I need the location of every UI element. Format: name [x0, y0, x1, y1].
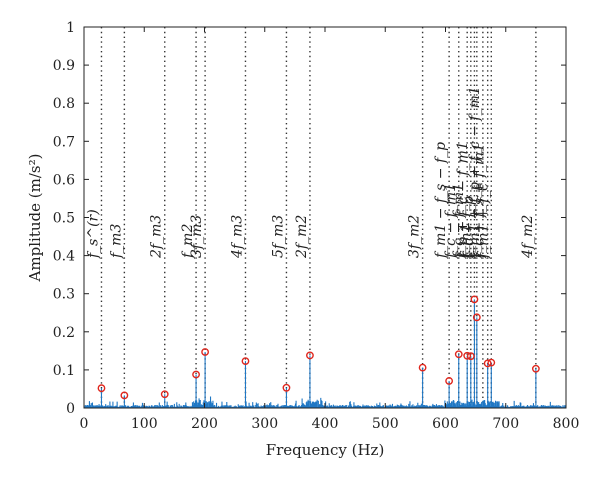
peak-annotation-label: 5f_m3	[270, 215, 286, 258]
y-tick-label: 0.8	[53, 96, 75, 112]
peak-marker	[487, 358, 496, 367]
x-tick-label: 500	[372, 416, 399, 432]
peak-marker	[483, 359, 492, 368]
x-tick-label: 300	[251, 416, 278, 432]
y-tick-label: 0	[66, 401, 75, 417]
y-tick-label: 0.3	[53, 287, 75, 303]
peak-marker	[463, 351, 472, 360]
peak-marker	[241, 357, 250, 366]
peak-marker	[472, 313, 481, 322]
y-tick-label: 0.1	[53, 363, 75, 379]
x-tick-label: 600	[432, 416, 459, 432]
peak-annotation-label: f_c − f_m1	[443, 183, 459, 259]
peak-marker	[120, 391, 129, 400]
peak-marker	[470, 295, 479, 304]
peak-annotation-label: 4f_m2	[520, 215, 536, 259]
peak-marker	[454, 350, 463, 359]
peak-marker	[306, 351, 314, 360]
peak-annotation-label: 3f_m3	[189, 215, 205, 258]
peak-annotation-label: f_m1 − f_s − f_p	[433, 142, 449, 259]
x-tick-label: 800	[553, 416, 580, 432]
peak-annotation-label: f_c − f_m1	[451, 183, 467, 259]
x-tick-label: 200	[191, 416, 218, 432]
peak-annotation-label: f_c − f_p	[461, 196, 477, 259]
y-axis-ticks: 0 0.1 0.2 0.3 0.4 0.5 0.6 0.7 0.8 0.9 1	[53, 20, 566, 417]
y-tick-label: 0.9	[53, 58, 75, 74]
peak-marker	[160, 390, 169, 399]
peak-marker	[192, 370, 200, 379]
peak-marker	[282, 383, 291, 392]
x-axis-title: Frequency (Hz)	[266, 441, 385, 459]
x-axis-ticks: 0 100 200 300 400 500 600 700 800	[80, 27, 580, 432]
x-tick-label: 100	[131, 416, 158, 432]
peak-annotation-label: 3f_m2	[407, 215, 423, 258]
y-tick-label: 1	[66, 20, 75, 36]
peak-annotation-label: 2f_m2	[294, 215, 310, 259]
peak-annotation-label: f_m1 + f_c	[475, 183, 491, 259]
y-tick-label: 0.6	[53, 172, 75, 188]
peak-marker	[97, 384, 106, 393]
x-tick-label: 0	[80, 416, 89, 432]
x-tick-label: 700	[492, 416, 519, 432]
y-tick-label: 0.5	[53, 211, 75, 227]
peak-marker	[418, 363, 427, 372]
peak-annotation-label: f_c + f_s + f_m1	[472, 143, 488, 259]
peak-annotation-label: f_p + f_c − f_m1	[455, 141, 471, 259]
peak-marker-layer	[97, 295, 540, 400]
spectrum-line	[84, 299, 566, 408]
y-tick-label: 0.7	[53, 134, 75, 150]
x-tick-label: 400	[312, 416, 339, 432]
peak-annotation-label: 4f_m3	[229, 215, 245, 259]
peak-annotation-label: f_s^(r)	[85, 209, 101, 259]
y-tick-label: 0.2	[53, 325, 75, 341]
peak-marker	[466, 352, 475, 361]
peak-annotation-label: 2f_m3	[149, 215, 165, 259]
peak-marker	[201, 348, 210, 356]
peak-annotation-label: f_m2	[180, 224, 196, 259]
peak-annotation-label: f_m1	[458, 224, 474, 259]
peak-marker	[531, 364, 540, 373]
y-tick-label: 0.4	[53, 249, 75, 265]
spectrum-layer	[84, 299, 566, 408]
peak-annotation-label: f_m1 + f_p + f_c − f_m1	[467, 86, 483, 259]
y-axis-title: Amplitude (m/s²)	[26, 154, 44, 283]
peak-marker	[445, 377, 454, 385]
peak-annotation-label: f_m3	[108, 224, 124, 259]
